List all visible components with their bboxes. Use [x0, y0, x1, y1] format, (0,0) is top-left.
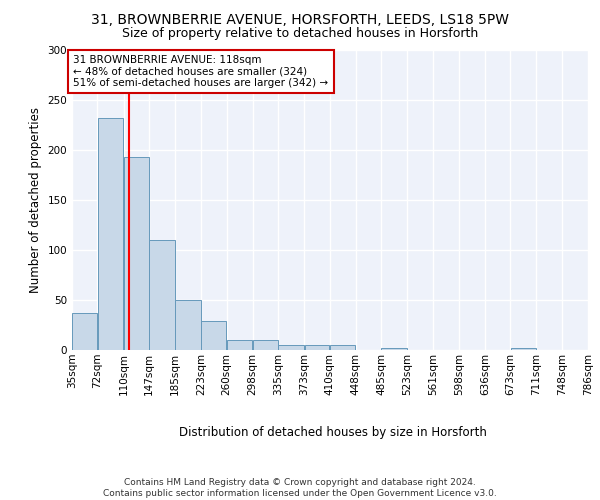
Bar — [124, 157, 149, 350]
Text: Size of property relative to detached houses in Horsforth: Size of property relative to detached ho… — [122, 28, 478, 40]
Y-axis label: Number of detached properties: Number of detached properties — [29, 107, 42, 293]
Bar — [382, 348, 407, 350]
Bar — [202, 321, 226, 350]
Text: 31, BROWNBERRIE AVENUE, HORSFORTH, LEEDS, LS18 5PW: 31, BROWNBERRIE AVENUE, HORSFORTH, LEEDS… — [91, 12, 509, 26]
Bar — [98, 118, 123, 350]
Bar — [72, 313, 97, 350]
Bar — [253, 340, 278, 350]
Bar — [511, 348, 536, 350]
Text: Distribution of detached houses by size in Horsforth: Distribution of detached houses by size … — [179, 426, 487, 439]
Bar — [305, 345, 329, 350]
Bar — [330, 345, 355, 350]
Bar — [278, 345, 304, 350]
Bar — [227, 340, 253, 350]
Text: 31 BROWNBERRIE AVENUE: 118sqm
← 48% of detached houses are smaller (324)
51% of : 31 BROWNBERRIE AVENUE: 118sqm ← 48% of d… — [73, 55, 328, 88]
Text: Contains HM Land Registry data © Crown copyright and database right 2024.
Contai: Contains HM Land Registry data © Crown c… — [103, 478, 497, 498]
Bar — [175, 300, 201, 350]
Bar — [149, 240, 175, 350]
